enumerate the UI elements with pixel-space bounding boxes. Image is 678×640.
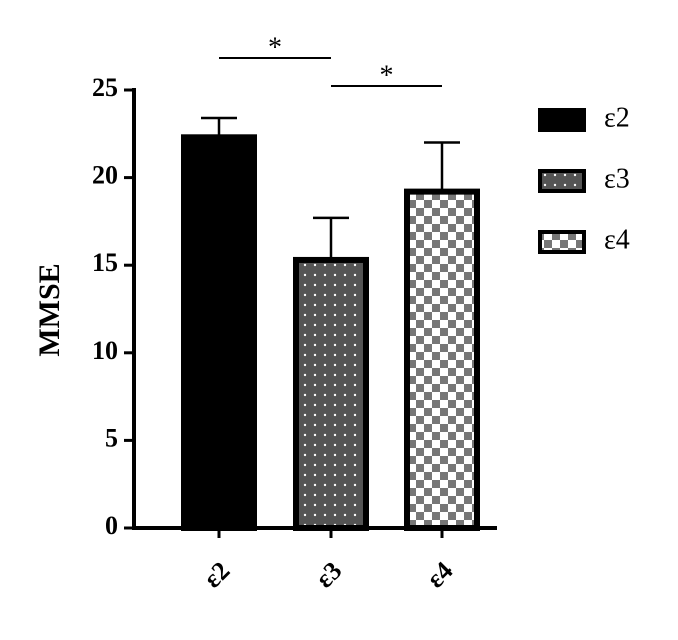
y-tick-label: 0 bbox=[105, 511, 118, 540]
y-tick-label: 25 bbox=[92, 73, 118, 102]
legend-label: ε4 bbox=[604, 224, 630, 255]
legend-label: ε3 bbox=[604, 163, 630, 194]
bar bbox=[293, 256, 369, 531]
legend-swatch bbox=[538, 108, 586, 132]
y-tick-label: 5 bbox=[105, 423, 118, 452]
x-tick-label: ε2 bbox=[198, 556, 236, 594]
legend-label: ε2 bbox=[604, 102, 630, 133]
y-tick-label: 20 bbox=[92, 161, 118, 190]
x-tick-label: ε3 bbox=[310, 556, 348, 594]
legend-swatch bbox=[538, 169, 586, 193]
bar bbox=[181, 134, 257, 532]
bar bbox=[404, 188, 480, 531]
legend-swatch bbox=[538, 230, 586, 254]
y-axis-label: MMSE bbox=[33, 263, 66, 356]
significance-label: * bbox=[380, 60, 394, 91]
y-tick-label: 15 bbox=[92, 248, 118, 277]
x-tick-label: ε4 bbox=[421, 556, 459, 594]
significance-label: * bbox=[268, 32, 282, 63]
y-tick-label: 10 bbox=[92, 336, 118, 365]
